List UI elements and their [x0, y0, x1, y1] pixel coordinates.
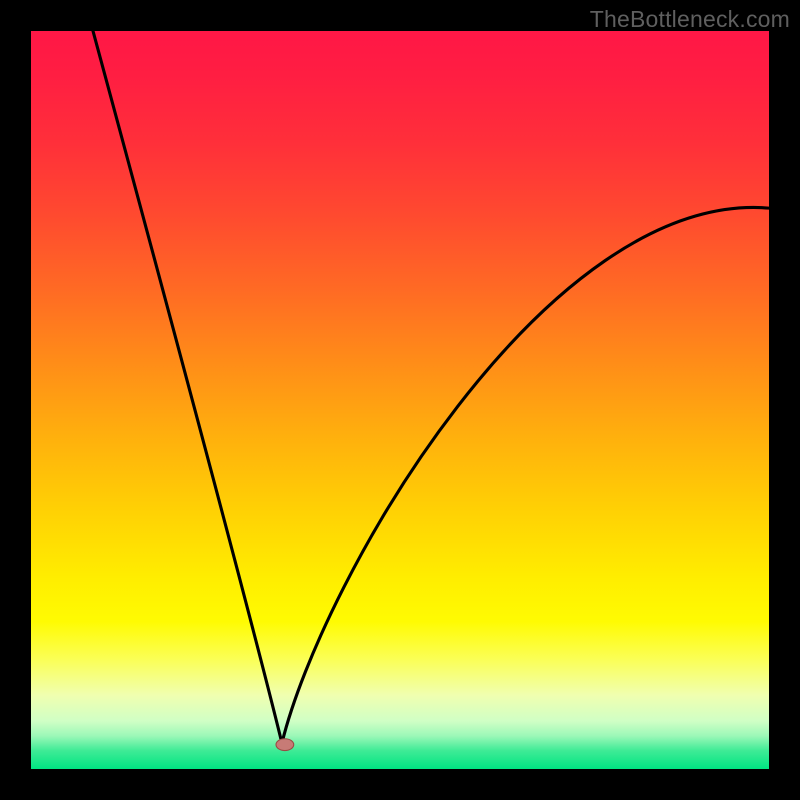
- bottleneck-curve-layer: [31, 31, 769, 769]
- plot-area: [31, 31, 769, 769]
- optimal-marker: [276, 739, 294, 751]
- watermark-text: TheBottleneck.com: [590, 6, 790, 33]
- chart-canvas: TheBottleneck.com: [0, 0, 800, 800]
- bottleneck-curve: [93, 31, 769, 743]
